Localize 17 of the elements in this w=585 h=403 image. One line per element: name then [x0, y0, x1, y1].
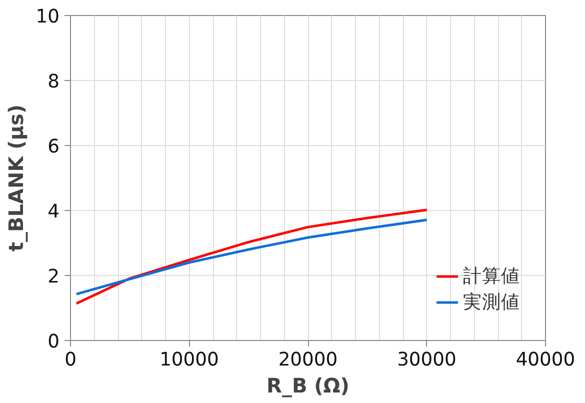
x-tick-label: 20000 [278, 350, 338, 370]
legend-label: 計算値 [463, 264, 520, 288]
y-axis-title: t_BLANK (μs) [4, 104, 28, 252]
y-tick-label: 4 [48, 202, 60, 222]
y-tick-label: 10 [36, 6, 60, 28]
line-series [75, 218, 428, 296]
x-tick-label: 30000 [397, 350, 456, 370]
y-tick-label: 2 [48, 266, 60, 288]
x-tick-label: 40000 [516, 350, 576, 370]
legend-label: 実測値 [463, 290, 520, 314]
x-axis-title: R_B (Ω) [266, 374, 350, 398]
x-tick-label: 10000 [160, 350, 219, 370]
y-tick-label: 6 [48, 136, 60, 158]
line-series [75, 208, 428, 305]
x-tick-label: 0 [64, 350, 76, 370]
y-tick-label: 8 [48, 72, 60, 92]
y-tick-label: 0 [48, 332, 60, 352]
